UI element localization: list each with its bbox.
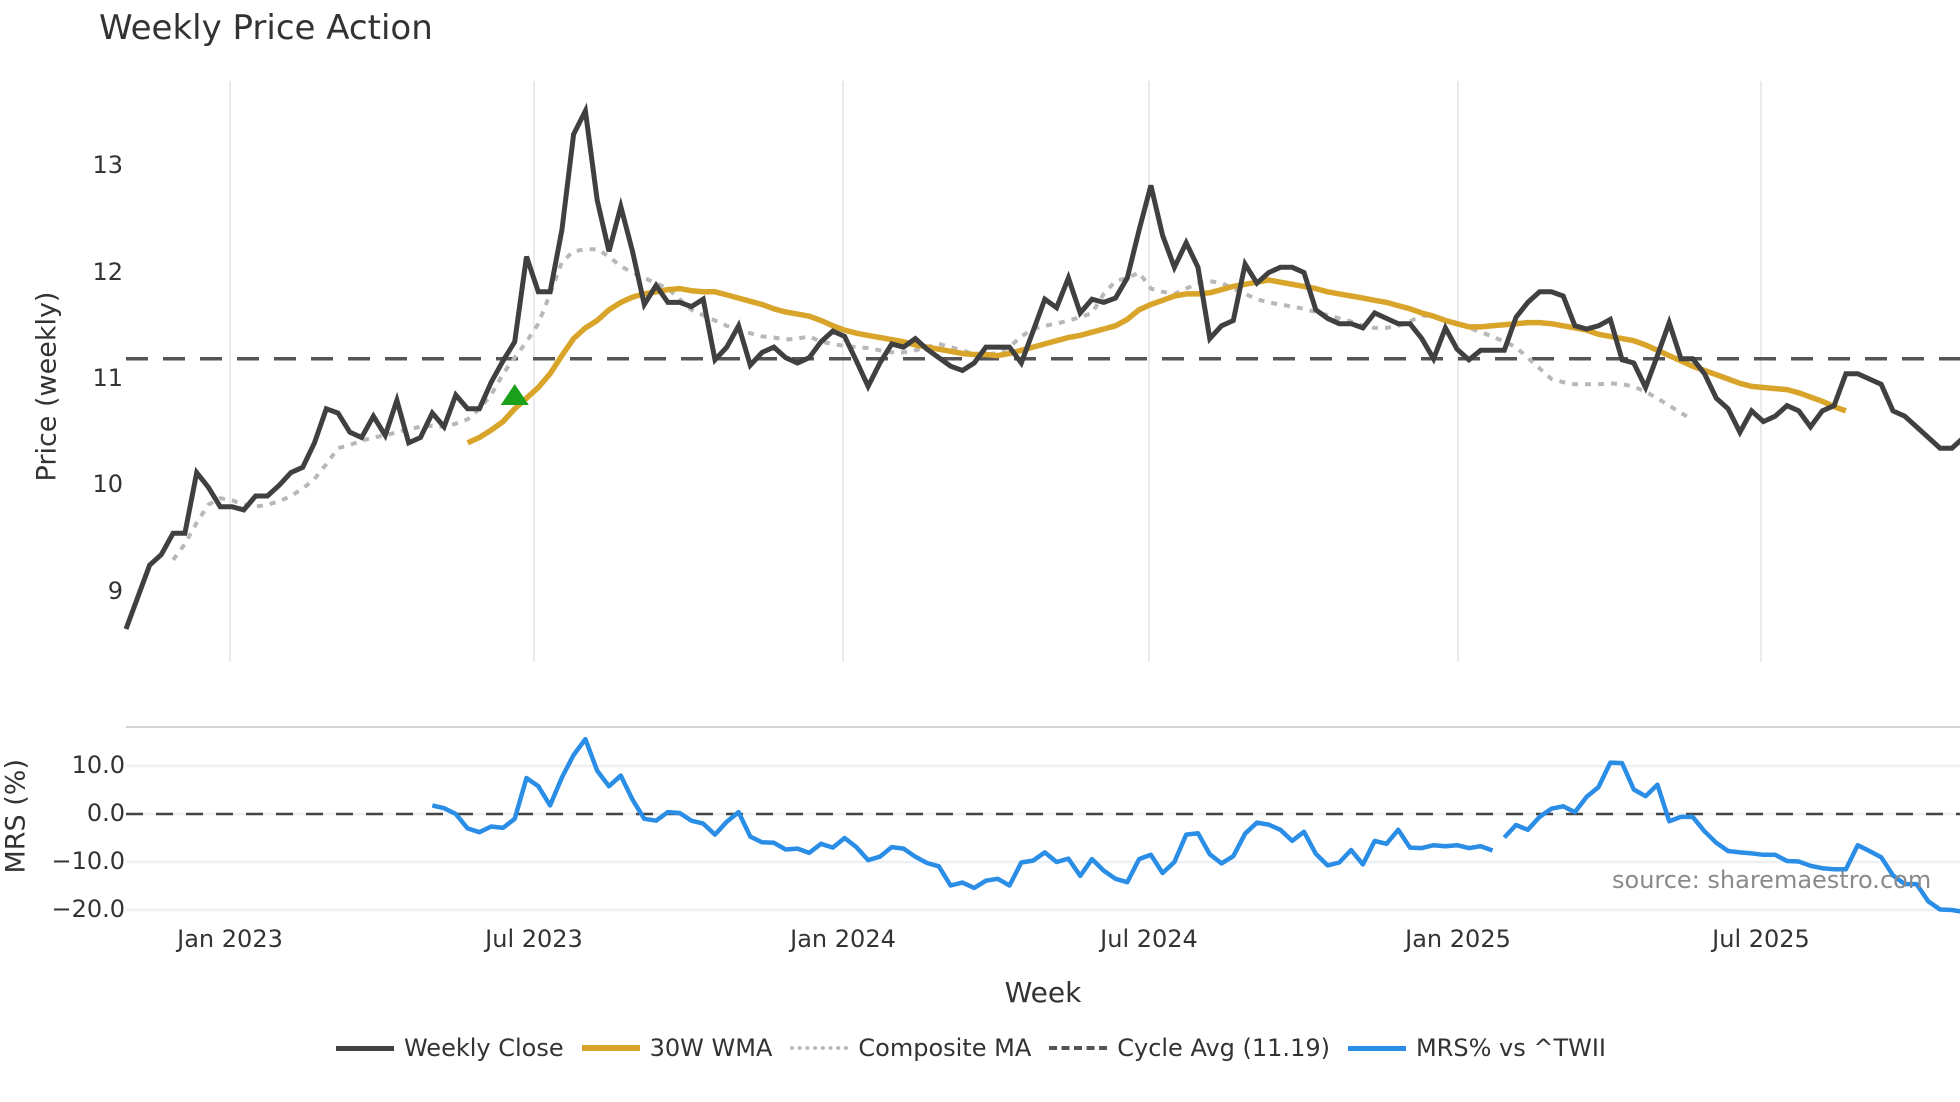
legend-label: Weekly Close (403, 1034, 564, 1062)
mrs-y-tick: −10.0 (51, 847, 125, 875)
legend-label: 30W WMA (649, 1034, 773, 1062)
price-gridlines (229, 81, 1762, 662)
legend-item-mrs[interactable]: MRS% vs ^TWII (1347, 1034, 1607, 1062)
cycle-avg-swatch-icon (1049, 1046, 1108, 1050)
x-tick: Jan 2025 (1405, 925, 1511, 953)
legend-label: Cycle Avg (11.19) (1117, 1034, 1330, 1062)
chart-title: Weekly Price Action (99, 8, 433, 48)
legend-item-composite-ma[interactable]: Composite MA (790, 1034, 1031, 1062)
x-tick: Jan 2023 (177, 925, 283, 953)
mrs-y-tick: −20.0 (51, 895, 125, 923)
weekly-close-swatch-icon (335, 1045, 394, 1051)
x-tick: Jul 2023 (485, 925, 583, 953)
legend-label: Composite MA (858, 1034, 1032, 1062)
legend-item-cycle-avg[interactable]: Cycle Avg (11.19) (1049, 1034, 1330, 1062)
x-axis-label: Week (1004, 976, 1082, 1009)
mrs-y-tick: 0.0 (86, 799, 125, 827)
legend-label: MRS% vs ^TWII (1415, 1034, 1607, 1062)
x-tick: Jul 2024 (1100, 925, 1198, 953)
x-tick: Jul 2025 (1712, 925, 1810, 953)
mrs-line (431, 736, 1960, 914)
mrs-swatch-icon (1347, 1045, 1406, 1051)
source-watermark: source: sharemaestro.com (1612, 866, 1932, 894)
price-y-tick: 11 (92, 364, 123, 392)
legend: Weekly Close 30W WMA Composite MA Cycle … (0, 1034, 1960, 1062)
wma30-swatch-icon (581, 1045, 640, 1051)
price-y-tick: 13 (92, 151, 123, 180)
composite-ma-line (171, 247, 1694, 562)
composite-ma-swatch-icon (790, 1046, 849, 1050)
price-y-tick: 12 (92, 257, 123, 286)
mrs-y-tick: 10.0 (71, 751, 125, 779)
price-y-tick: 10 (92, 470, 123, 499)
mrs-y-axis-label: MRS (%) (0, 759, 32, 874)
buy-signal-triangle-icon (500, 383, 529, 405)
weekly-close-line (123, 102, 1960, 630)
x-tick: Jan 2024 (790, 925, 896, 953)
legend-item-wma30[interactable]: 30W WMA (581, 1034, 773, 1062)
legend-item-weekly-close[interactable]: Weekly Close (335, 1034, 564, 1062)
price-y-tick: 9 (107, 576, 123, 605)
price-y-axis-label: Price (weekly) (31, 291, 63, 482)
